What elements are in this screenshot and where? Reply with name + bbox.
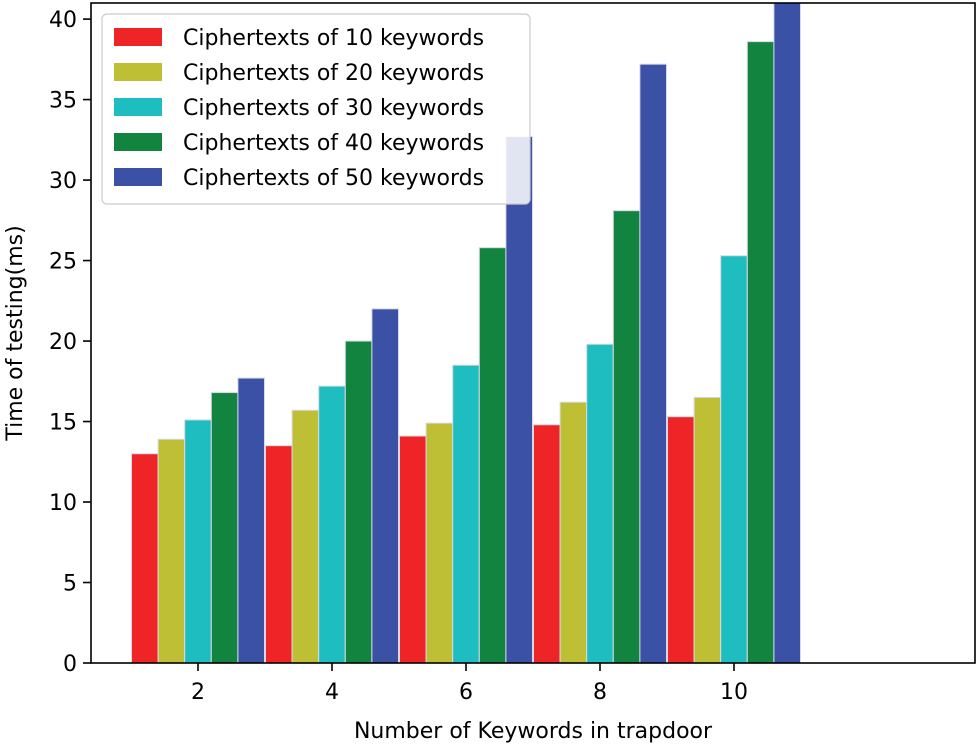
legend-label: Ciphertexts of 30 keywords <box>183 96 484 121</box>
bar <box>291 409 320 664</box>
bar <box>720 255 748 664</box>
bar <box>505 136 533 664</box>
y-tick-label: 25 <box>49 250 77 275</box>
bar <box>639 63 668 664</box>
legend-swatch <box>114 168 162 186</box>
bar <box>425 422 454 664</box>
legend-swatch <box>114 133 162 151</box>
y-tick-label: 15 <box>49 411 77 436</box>
bar <box>586 343 614 664</box>
bar <box>237 377 265 664</box>
bar <box>157 438 186 664</box>
bar <box>371 308 399 664</box>
bar <box>693 396 722 664</box>
x-tick-label: 10 <box>720 680 748 705</box>
x-tick-label: 8 <box>593 680 607 705</box>
y-tick-label: 10 <box>49 491 77 516</box>
bar <box>452 364 480 664</box>
bar <box>184 419 212 664</box>
x-tick-label: 6 <box>459 680 473 705</box>
legend-box <box>101 13 531 205</box>
plot-frame <box>90 2 976 664</box>
y-tick-label: 40 <box>49 8 77 33</box>
bar <box>399 435 427 664</box>
legend-swatch <box>114 63 162 81</box>
bar <box>773 2 802 664</box>
legend-swatch <box>114 28 162 46</box>
bar <box>533 424 561 664</box>
x-axis-title: Number of Keywords in trapdoor <box>354 719 713 744</box>
legend-label: Ciphertexts of 40 keywords <box>183 131 484 156</box>
y-tick-label: 0 <box>63 652 77 677</box>
y-axis: 0 5 10 15 20 25 30 35 40 <box>49 8 91 677</box>
legend-label: Ciphertexts of 20 keywords <box>183 61 484 86</box>
y-tick-label: 30 <box>49 169 77 194</box>
legend-label: Ciphertexts of 10 keywords <box>183 26 484 51</box>
legend-label: Ciphertexts of 50 keywords <box>183 166 484 191</box>
bars-layer <box>131 2 802 664</box>
x-axis: 2 4 6 8 10 <box>191 663 748 705</box>
bar <box>667 416 695 664</box>
y-tick-label: 35 <box>49 89 77 114</box>
y-tick-label: 20 <box>49 330 77 355</box>
x-tick-label: 2 <box>191 680 205 705</box>
bar <box>210 392 239 664</box>
legend-swatch <box>114 98 162 116</box>
bar <box>318 385 346 664</box>
bar <box>478 247 507 664</box>
bar <box>559 401 588 664</box>
bar <box>612 210 641 664</box>
y-tick-label: 5 <box>63 572 77 597</box>
bar <box>344 340 373 664</box>
bar <box>746 41 775 664</box>
bar <box>265 445 293 664</box>
x-tick-label: 4 <box>325 680 339 705</box>
legend: Ciphertexts of 10 keywords Ciphertexts of… <box>101 13 531 205</box>
bar <box>131 453 159 664</box>
y-axis-title: Time of testing(ms) <box>3 225 28 441</box>
